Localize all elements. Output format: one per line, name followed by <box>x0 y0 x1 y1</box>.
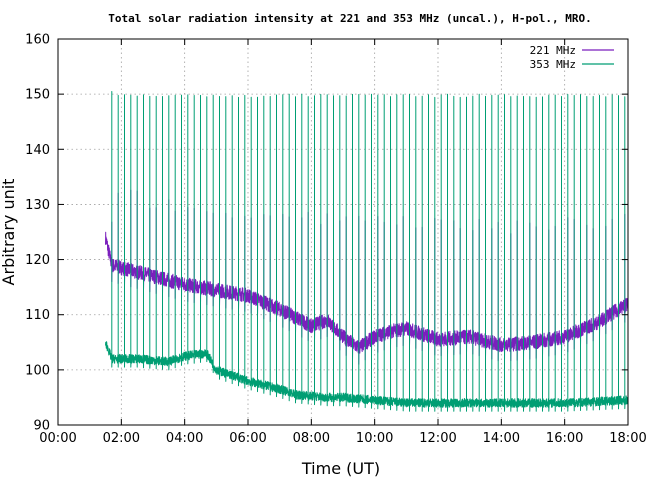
legend: 221 MHz 353 MHz <box>530 44 614 71</box>
plot-frame <box>57 38 629 426</box>
y-tick-label: 160 <box>25 33 50 48</box>
x-tick-label: 18:00 <box>609 431 646 446</box>
x-tick-label: 04:00 <box>166 431 203 446</box>
y-tick-label: 120 <box>25 253 50 268</box>
y-tick-label: 150 <box>25 88 50 103</box>
series-layer <box>105 91 629 412</box>
x-tick-label: 10:00 <box>356 431 393 446</box>
series-line-221-mhz <box>105 189 629 365</box>
x-tick-label: 06:00 <box>229 431 266 446</box>
y-axis-label: Arbitrary unit <box>0 179 18 286</box>
x-tick-label: 12:00 <box>419 431 456 446</box>
y-tick-label: 140 <box>25 143 50 158</box>
y-tick-label: 110 <box>25 308 50 323</box>
grid-layer <box>58 39 628 425</box>
legend-label-353: 353 MHz <box>530 58 576 71</box>
x-tick-label: 08:00 <box>293 431 330 446</box>
series-line-353-mhz <box>105 91 629 412</box>
x-tick-label: 16:00 <box>546 431 583 446</box>
y-tick-label: 100 <box>25 363 50 378</box>
y-tick-label: 130 <box>25 198 50 213</box>
x-tick-label: 00:00 <box>39 431 76 446</box>
x-tick-label: 14:00 <box>483 431 520 446</box>
tick-layer: 00:00 02:00 04:00 06:00 08:00 10:00 12:00 14:00… <box>25 33 647 447</box>
x-axis-label: Time (UT) <box>301 459 380 478</box>
legend-label-221: 221 MHz <box>530 44 576 57</box>
chart-title: Total solar radiation intensity at 221 a… <box>108 12 591 25</box>
y-tick-label: 90 <box>33 419 50 434</box>
x-tick-label: 02:00 <box>103 431 140 446</box>
